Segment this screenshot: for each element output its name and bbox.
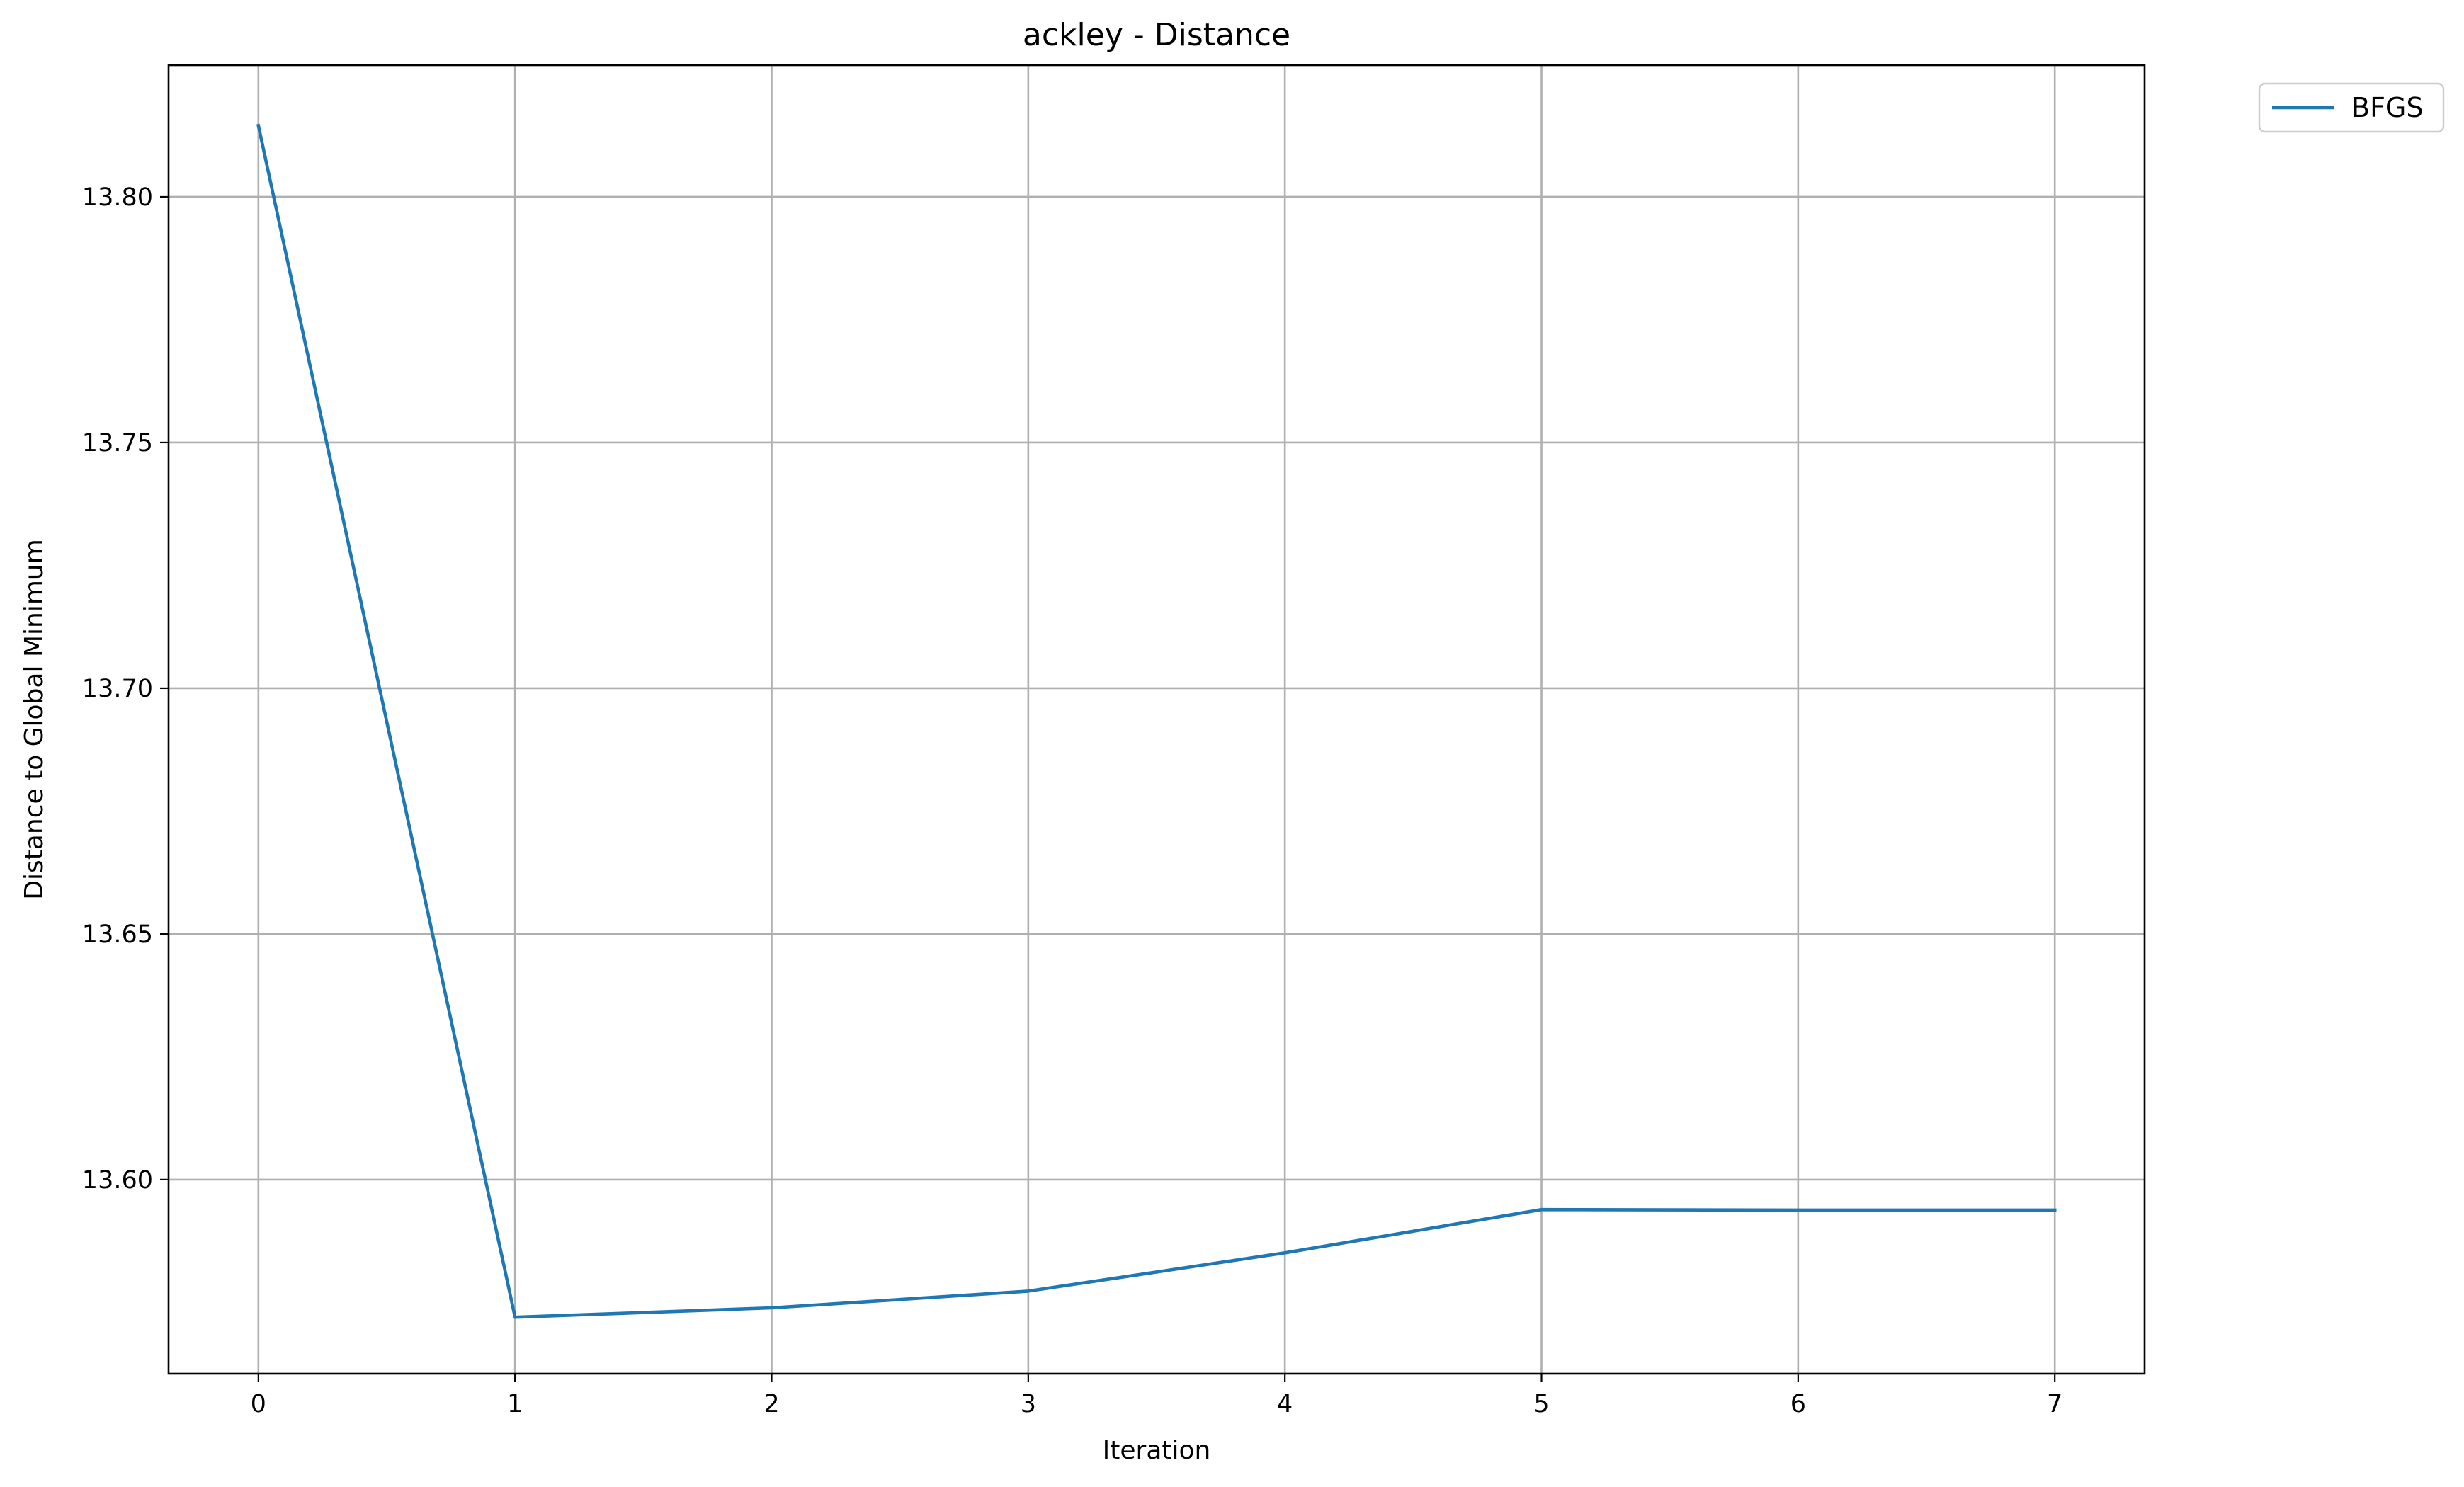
series-line-bfgs xyxy=(256,123,2057,1319)
y-tick-label: 13.60 xyxy=(82,1166,153,1195)
y-tick-label: 13.80 xyxy=(82,183,153,212)
x-tick-label: 6 xyxy=(1790,1390,1806,1418)
legend: BFGS xyxy=(2258,82,2445,133)
legend-label-bfgs: BFGS xyxy=(2351,92,2424,123)
plot-frame xyxy=(167,64,2146,1375)
x-axis-label: Iteration xyxy=(1103,1436,1211,1465)
x-tick-label: 5 xyxy=(1533,1390,1549,1418)
chart-title: ackley - Distance xyxy=(1023,17,1290,53)
x-tick-label: 1 xyxy=(507,1390,523,1418)
y-axis-label: Distance to Global Minimum xyxy=(20,539,49,900)
series-layer xyxy=(256,123,2057,1319)
x-tick-label: 7 xyxy=(2047,1390,2062,1418)
axis-ticks: 0 1 2 3 4 5 6 7 13.60 13.65 13.70 13.75 13.80 xyxy=(82,183,2063,1418)
y-tick-label: 13.65 xyxy=(82,921,153,949)
x-tick-label: 2 xyxy=(763,1390,779,1418)
legend-box xyxy=(2258,82,2445,133)
y-tick-label: 13.70 xyxy=(82,675,153,703)
x-tick-label: 0 xyxy=(251,1390,266,1418)
x-tick-label: 3 xyxy=(1021,1390,1036,1418)
x-tick-label: 4 xyxy=(1277,1390,1293,1418)
y-tick-label: 13.75 xyxy=(82,429,153,457)
grid xyxy=(169,65,2145,1374)
